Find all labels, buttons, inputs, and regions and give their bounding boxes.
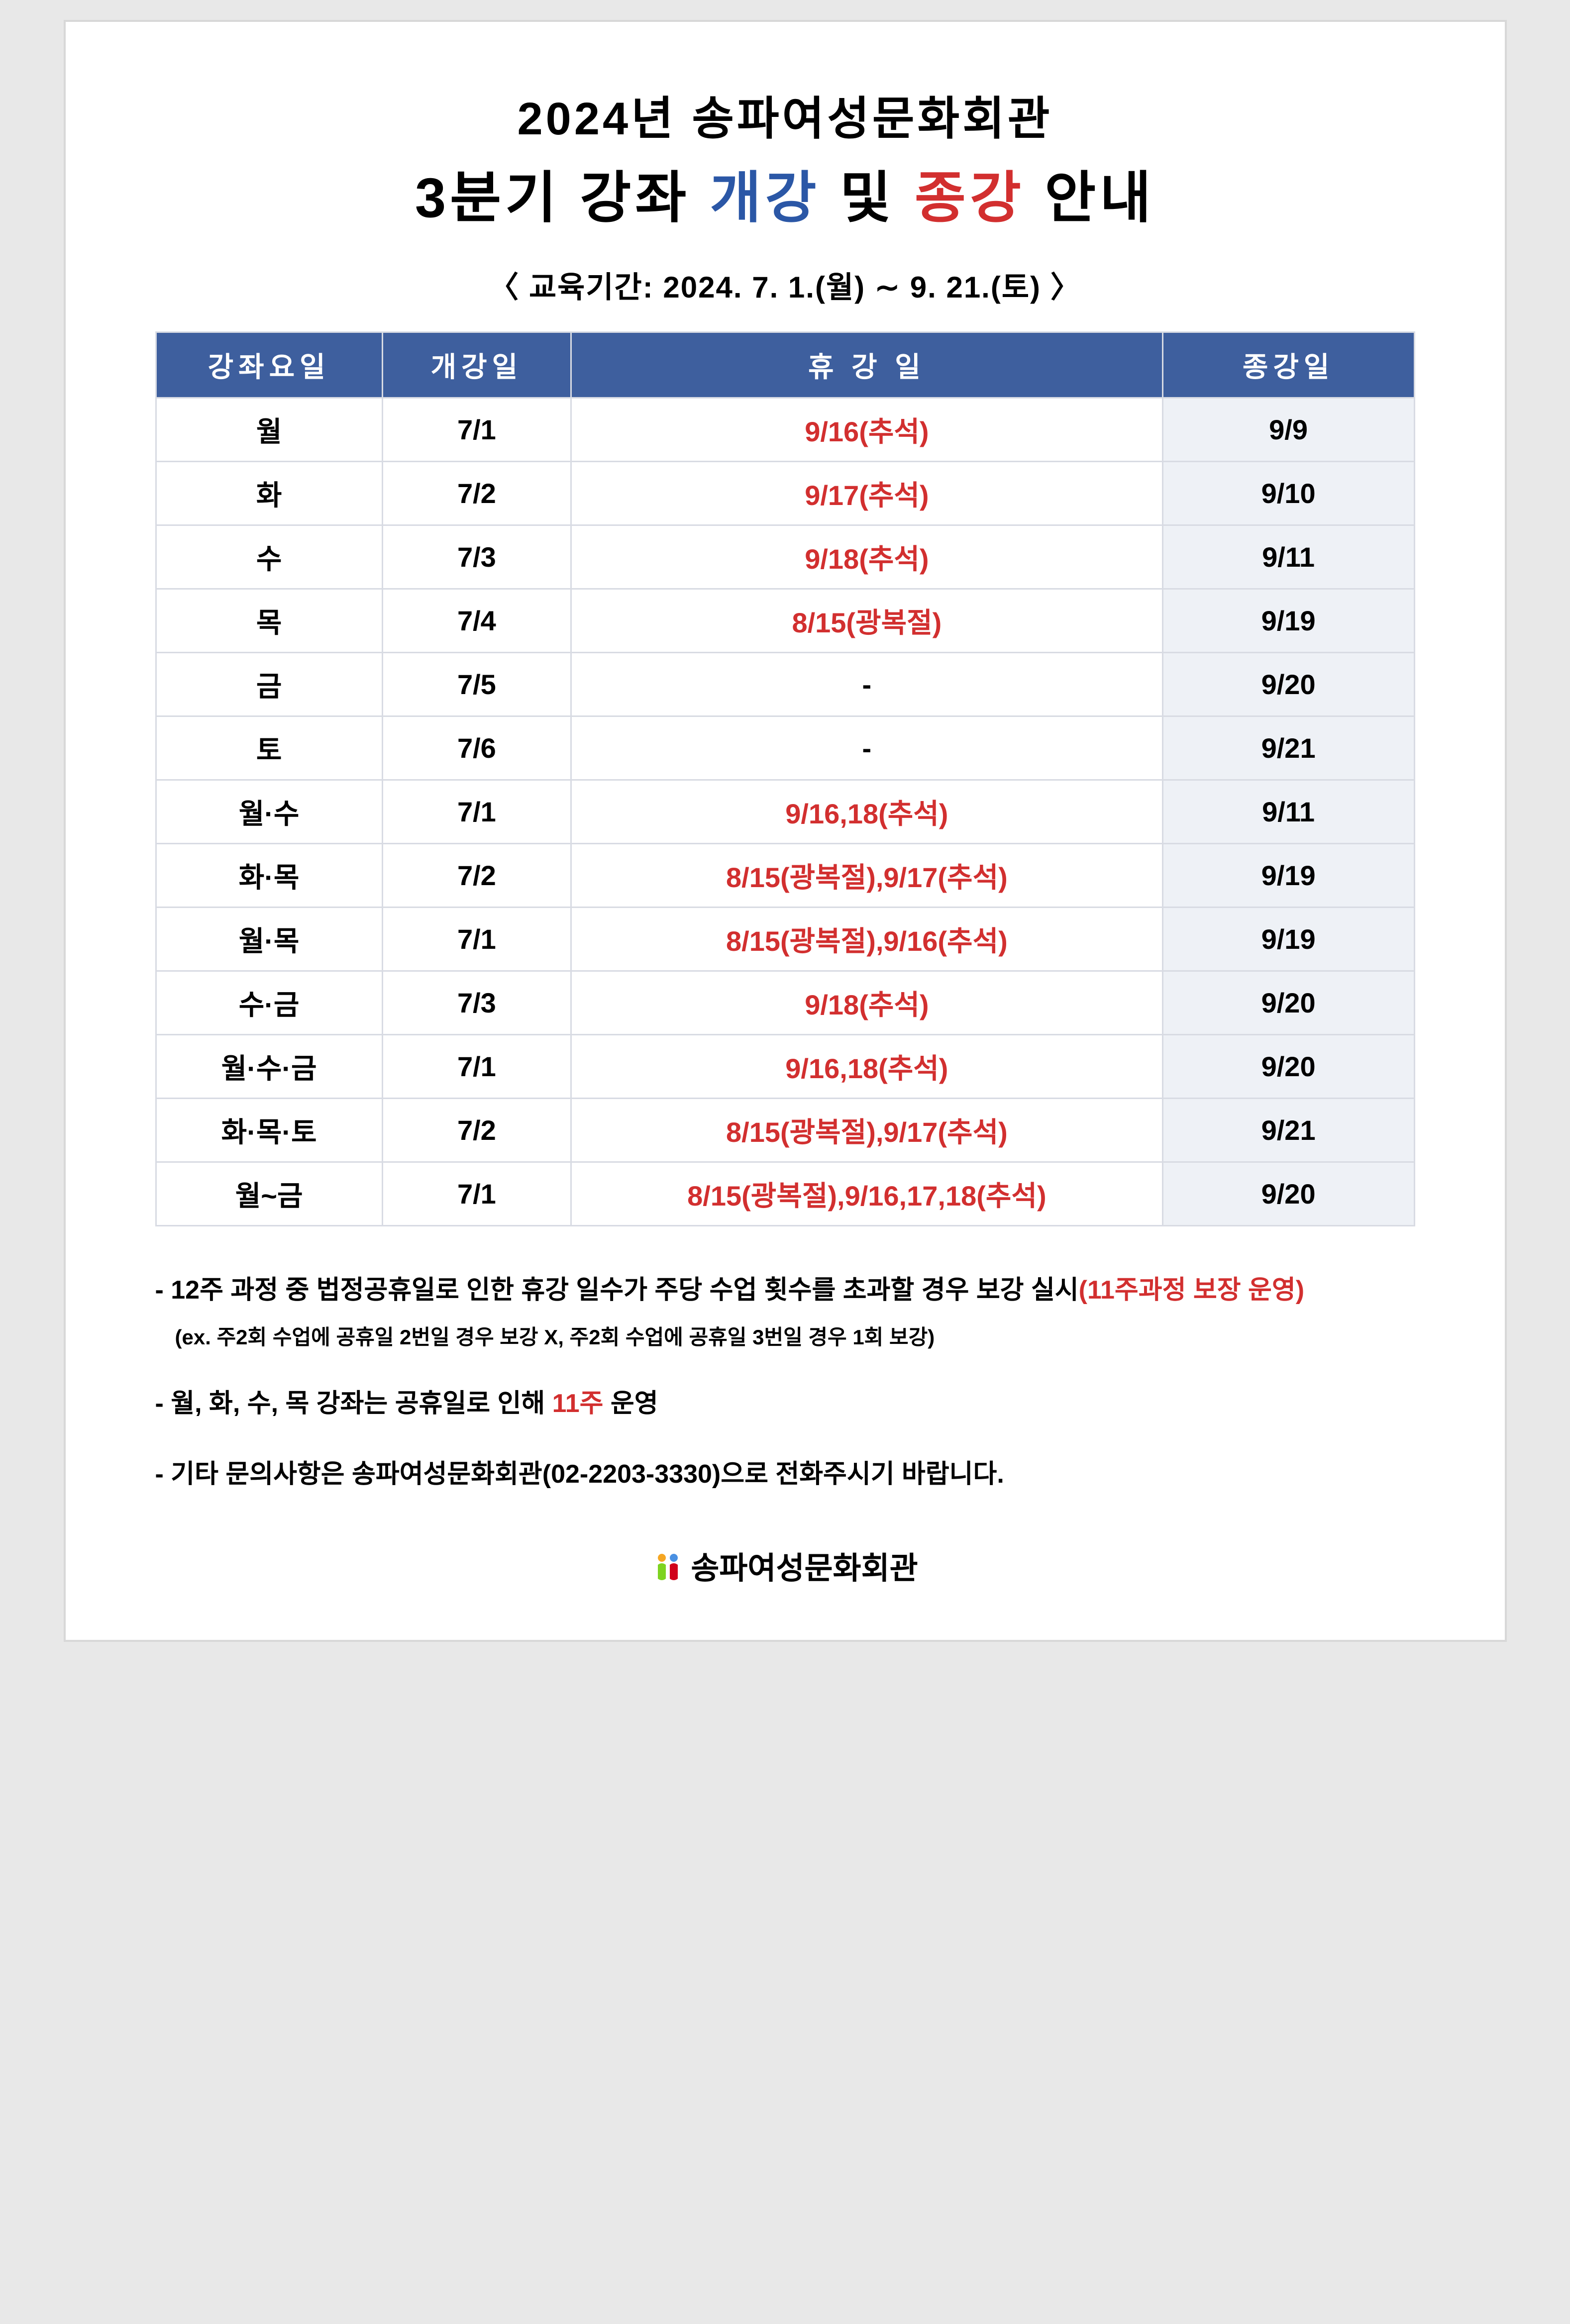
- table-header-row: 강좌요일 개강일 휴 강 일 종강일: [156, 332, 1414, 398]
- header-holiday: 휴 강 일: [571, 332, 1163, 398]
- header-start: 개강일: [382, 332, 571, 398]
- cell-day: 월~금: [156, 1162, 382, 1226]
- cell-start: 7/1: [382, 398, 571, 462]
- cell-day: 목: [156, 589, 382, 653]
- cell-holiday: 9/16(추석): [571, 398, 1163, 462]
- cell-start: 7/1: [382, 780, 571, 844]
- header-end: 종강일: [1162, 332, 1414, 398]
- cell-end: 9/10: [1162, 462, 1414, 525]
- cell-end: 9/20: [1162, 1035, 1414, 1099]
- cell-holiday: 9/16,18(추석): [571, 780, 1163, 844]
- notes-section: - 12주 과정 중 법정공휴일로 인한 휴강 일수가 주당 수업 횟수를 초과…: [155, 1266, 1415, 1498]
- table-row: 월7/19/16(추석)9/9: [156, 398, 1414, 462]
- note-1: - 12주 과정 중 법정공휴일로 인한 휴강 일수가 주당 수업 횟수를 초과…: [155, 1266, 1415, 1357]
- cell-day: 토: [156, 716, 382, 780]
- table-row: 금7/5-9/20: [156, 653, 1414, 716]
- note-3: - 기타 문의사항은 송파여성문화회관(02-2203-3330)으로 전화주시…: [155, 1450, 1415, 1498]
- cell-day: 월·수·금: [156, 1035, 382, 1099]
- cell-end: 9/19: [1162, 844, 1414, 908]
- title-part-red: 종강: [915, 167, 1025, 229]
- title-line-1: 2024년 송파여성문화회관: [155, 82, 1415, 148]
- note-1-example: (ex. 주2회 수업에 공휴일 2번일 경우 보강 X, 주2회 수업에 공휴…: [155, 1318, 1415, 1357]
- cell-start: 7/5: [382, 653, 571, 716]
- cell-start: 7/3: [382, 971, 571, 1035]
- title-part-a: 3분기 강좌: [415, 167, 710, 229]
- table-row: 월~금7/18/15(광복절),9/16,17,18(추석)9/20: [156, 1162, 1414, 1226]
- cell-day: 월·수: [156, 780, 382, 844]
- document-page: 2024년 송파여성문화회관 3분기 강좌 개강 및 종강 안내 〈 교육기간:…: [64, 20, 1507, 1642]
- cell-holiday: 9/17(추석): [571, 462, 1163, 525]
- table-row: 수7/39/18(추석)9/11: [156, 525, 1414, 589]
- cell-start: 7/6: [382, 716, 571, 780]
- table-row: 월·목7/18/15(광복절),9/16(추석)9/19: [156, 908, 1414, 971]
- education-period: 〈 교육기간: 2024. 7. 1.(월) ∼ 9. 21.(토) 〉: [155, 263, 1415, 306]
- title-part-b: 및: [821, 167, 915, 229]
- table-row: 토7/6-9/21: [156, 716, 1414, 780]
- cell-holiday: 9/18(추석): [571, 525, 1163, 589]
- cell-start: 7/2: [382, 844, 571, 908]
- org-logo-icon: [652, 1551, 684, 1590]
- org-name: 송파여성문화회관: [691, 1551, 918, 1586]
- cell-end: 9/19: [1162, 589, 1414, 653]
- table-row: 화·목·토7/28/15(광복절),9/17(추석)9/21: [156, 1099, 1414, 1162]
- cell-start: 7/1: [382, 1035, 571, 1099]
- cell-start: 7/2: [382, 1099, 571, 1162]
- cell-holiday: 8/15(광복절),9/17(추석): [571, 1099, 1163, 1162]
- cell-holiday: 9/18(추석): [571, 971, 1163, 1035]
- note-2-a: - 월, 화, 수, 목 강좌는 공휴일로 인해: [155, 1389, 552, 1418]
- note-1-text: - 12주 과정 중 법정공휴일로 인한 휴강 일수가 주당 수업 횟수를 초과…: [155, 1276, 1079, 1305]
- cell-start: 7/3: [382, 525, 571, 589]
- cell-day: 수·금: [156, 971, 382, 1035]
- cell-end: 9/19: [1162, 908, 1414, 971]
- cell-holiday: 9/16,18(추석): [571, 1035, 1163, 1099]
- cell-holiday: -: [571, 653, 1163, 716]
- cell-holiday: 8/15(광복절),9/16(추석): [571, 908, 1163, 971]
- table-row: 월·수7/19/16,18(추석)9/11: [156, 780, 1414, 844]
- cell-end: 9/21: [1162, 1099, 1414, 1162]
- table-row: 목7/48/15(광복절)9/19: [156, 589, 1414, 653]
- header-day: 강좌요일: [156, 332, 382, 398]
- cell-day: 월·목: [156, 908, 382, 971]
- cell-end: 9/9: [1162, 398, 1414, 462]
- footer: 송파여성문화회관: [155, 1543, 1415, 1590]
- cell-day: 화·목·토: [156, 1099, 382, 1162]
- cell-start: 7/4: [382, 589, 571, 653]
- cell-day: 금: [156, 653, 382, 716]
- cell-day: 화·목: [156, 844, 382, 908]
- cell-start: 7/1: [382, 908, 571, 971]
- cell-day: 화: [156, 462, 382, 525]
- schedule-table: 강좌요일 개강일 휴 강 일 종강일 월7/19/16(추석)9/9화7/29/…: [155, 331, 1415, 1226]
- title-part-c: 안내: [1025, 167, 1155, 229]
- cell-holiday: -: [571, 716, 1163, 780]
- table-row: 화7/29/17(추석)9/10: [156, 462, 1414, 525]
- cell-holiday: 8/15(광복절),9/17(추석): [571, 844, 1163, 908]
- cell-end: 9/11: [1162, 525, 1414, 589]
- cell-end: 9/21: [1162, 716, 1414, 780]
- cell-holiday: 8/15(광복절),9/16,17,18(추석): [571, 1162, 1163, 1226]
- note-1-red: (11주과정 보장 운영): [1079, 1276, 1304, 1305]
- note-2: - 월, 화, 수, 목 강좌는 공휴일로 인해 11주 운영: [155, 1380, 1415, 1427]
- table-row: 수·금7/39/18(추석)9/20: [156, 971, 1414, 1035]
- title-line-2: 3분기 강좌 개강 및 종강 안내: [155, 153, 1415, 233]
- note-2-b: 운영: [603, 1389, 658, 1418]
- cell-end: 9/20: [1162, 653, 1414, 716]
- cell-end: 9/11: [1162, 780, 1414, 844]
- cell-start: 7/1: [382, 1162, 571, 1226]
- cell-holiday: 8/15(광복절): [571, 589, 1163, 653]
- table-row: 월·수·금7/19/16,18(추석)9/20: [156, 1035, 1414, 1099]
- cell-end: 9/20: [1162, 1162, 1414, 1226]
- note-2-red: 11주: [552, 1389, 604, 1418]
- table-row: 화·목7/28/15(광복절),9/17(추석)9/19: [156, 844, 1414, 908]
- title-part-blue: 개강: [710, 167, 821, 229]
- cell-day: 수: [156, 525, 382, 589]
- cell-day: 월: [156, 398, 382, 462]
- cell-start: 7/2: [382, 462, 571, 525]
- cell-end: 9/20: [1162, 971, 1414, 1035]
- title-block: 2024년 송파여성문화회관 3분기 강좌 개강 및 종강 안내: [155, 82, 1415, 233]
